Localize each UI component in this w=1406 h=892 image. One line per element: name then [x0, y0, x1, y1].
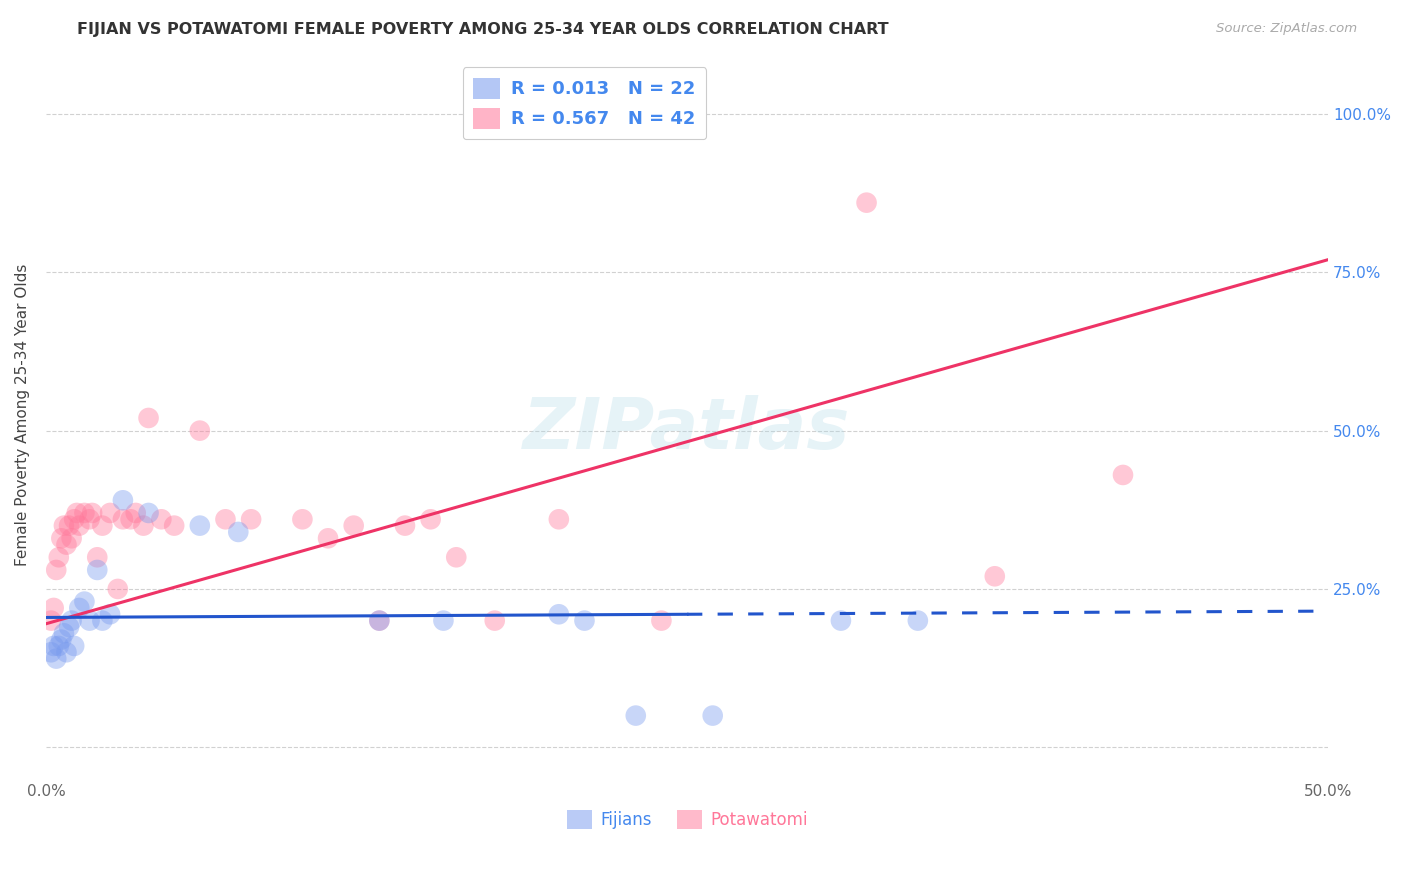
Point	[111, 493, 134, 508]
Point	[60, 614, 83, 628]
Point	[48, 550, 70, 565]
Point	[51, 632, 73, 647]
Point	[547, 607, 569, 622]
Point	[240, 512, 263, 526]
Point	[574, 614, 596, 628]
Point	[52, 626, 75, 640]
Point	[98, 506, 121, 520]
Point	[138, 506, 160, 520]
Point	[907, 614, 929, 628]
Point	[547, 512, 569, 526]
Point	[111, 512, 134, 526]
Point	[125, 506, 148, 520]
Point	[368, 614, 391, 628]
Point	[66, 506, 89, 520]
Point	[226, 524, 249, 539]
Point	[45, 651, 67, 665]
Point	[58, 620, 80, 634]
Point	[830, 614, 852, 628]
Point	[1112, 467, 1135, 482]
Point	[86, 563, 108, 577]
Point	[107, 582, 129, 596]
Point	[855, 195, 877, 210]
Point	[368, 614, 391, 628]
Point	[291, 512, 314, 526]
Point	[67, 518, 90, 533]
Point	[650, 614, 672, 628]
Point	[214, 512, 236, 526]
Point	[150, 512, 173, 526]
Point	[73, 506, 96, 520]
Point	[138, 411, 160, 425]
Point	[419, 512, 441, 526]
Point	[343, 518, 366, 533]
Point	[60, 531, 83, 545]
Point	[51, 531, 73, 545]
Y-axis label: Female Poverty Among 25-34 Year Olds: Female Poverty Among 25-34 Year Olds	[15, 264, 30, 566]
Point	[484, 614, 506, 628]
Point	[48, 639, 70, 653]
Point	[79, 512, 101, 526]
Point	[446, 550, 468, 565]
Point	[58, 518, 80, 533]
Point	[79, 614, 101, 628]
Point	[39, 614, 62, 628]
Point	[316, 531, 339, 545]
Point	[39, 645, 62, 659]
Point	[45, 563, 67, 577]
Point	[63, 512, 86, 526]
Point	[86, 550, 108, 565]
Point	[394, 518, 416, 533]
Point	[98, 607, 121, 622]
Point	[52, 518, 75, 533]
Text: ZIPatlas: ZIPatlas	[523, 395, 851, 464]
Text: Source: ZipAtlas.com: Source: ZipAtlas.com	[1216, 22, 1357, 36]
Point	[120, 512, 142, 526]
Point	[91, 614, 114, 628]
Point	[188, 424, 211, 438]
Point	[55, 538, 77, 552]
Point	[624, 708, 647, 723]
Legend: Fijians, Potawatomi: Fijians, Potawatomi	[560, 804, 814, 836]
Point	[63, 639, 86, 653]
Point	[984, 569, 1007, 583]
Point	[432, 614, 454, 628]
Text: FIJIAN VS POTAWATOMI FEMALE POVERTY AMONG 25-34 YEAR OLDS CORRELATION CHART: FIJIAN VS POTAWATOMI FEMALE POVERTY AMON…	[77, 22, 889, 37]
Point	[42, 601, 65, 615]
Point	[42, 639, 65, 653]
Point	[91, 518, 114, 533]
Point	[132, 518, 155, 533]
Point	[163, 518, 186, 533]
Point	[82, 506, 104, 520]
Point	[702, 708, 724, 723]
Point	[55, 645, 77, 659]
Point	[73, 594, 96, 608]
Point	[188, 518, 211, 533]
Point	[67, 601, 90, 615]
